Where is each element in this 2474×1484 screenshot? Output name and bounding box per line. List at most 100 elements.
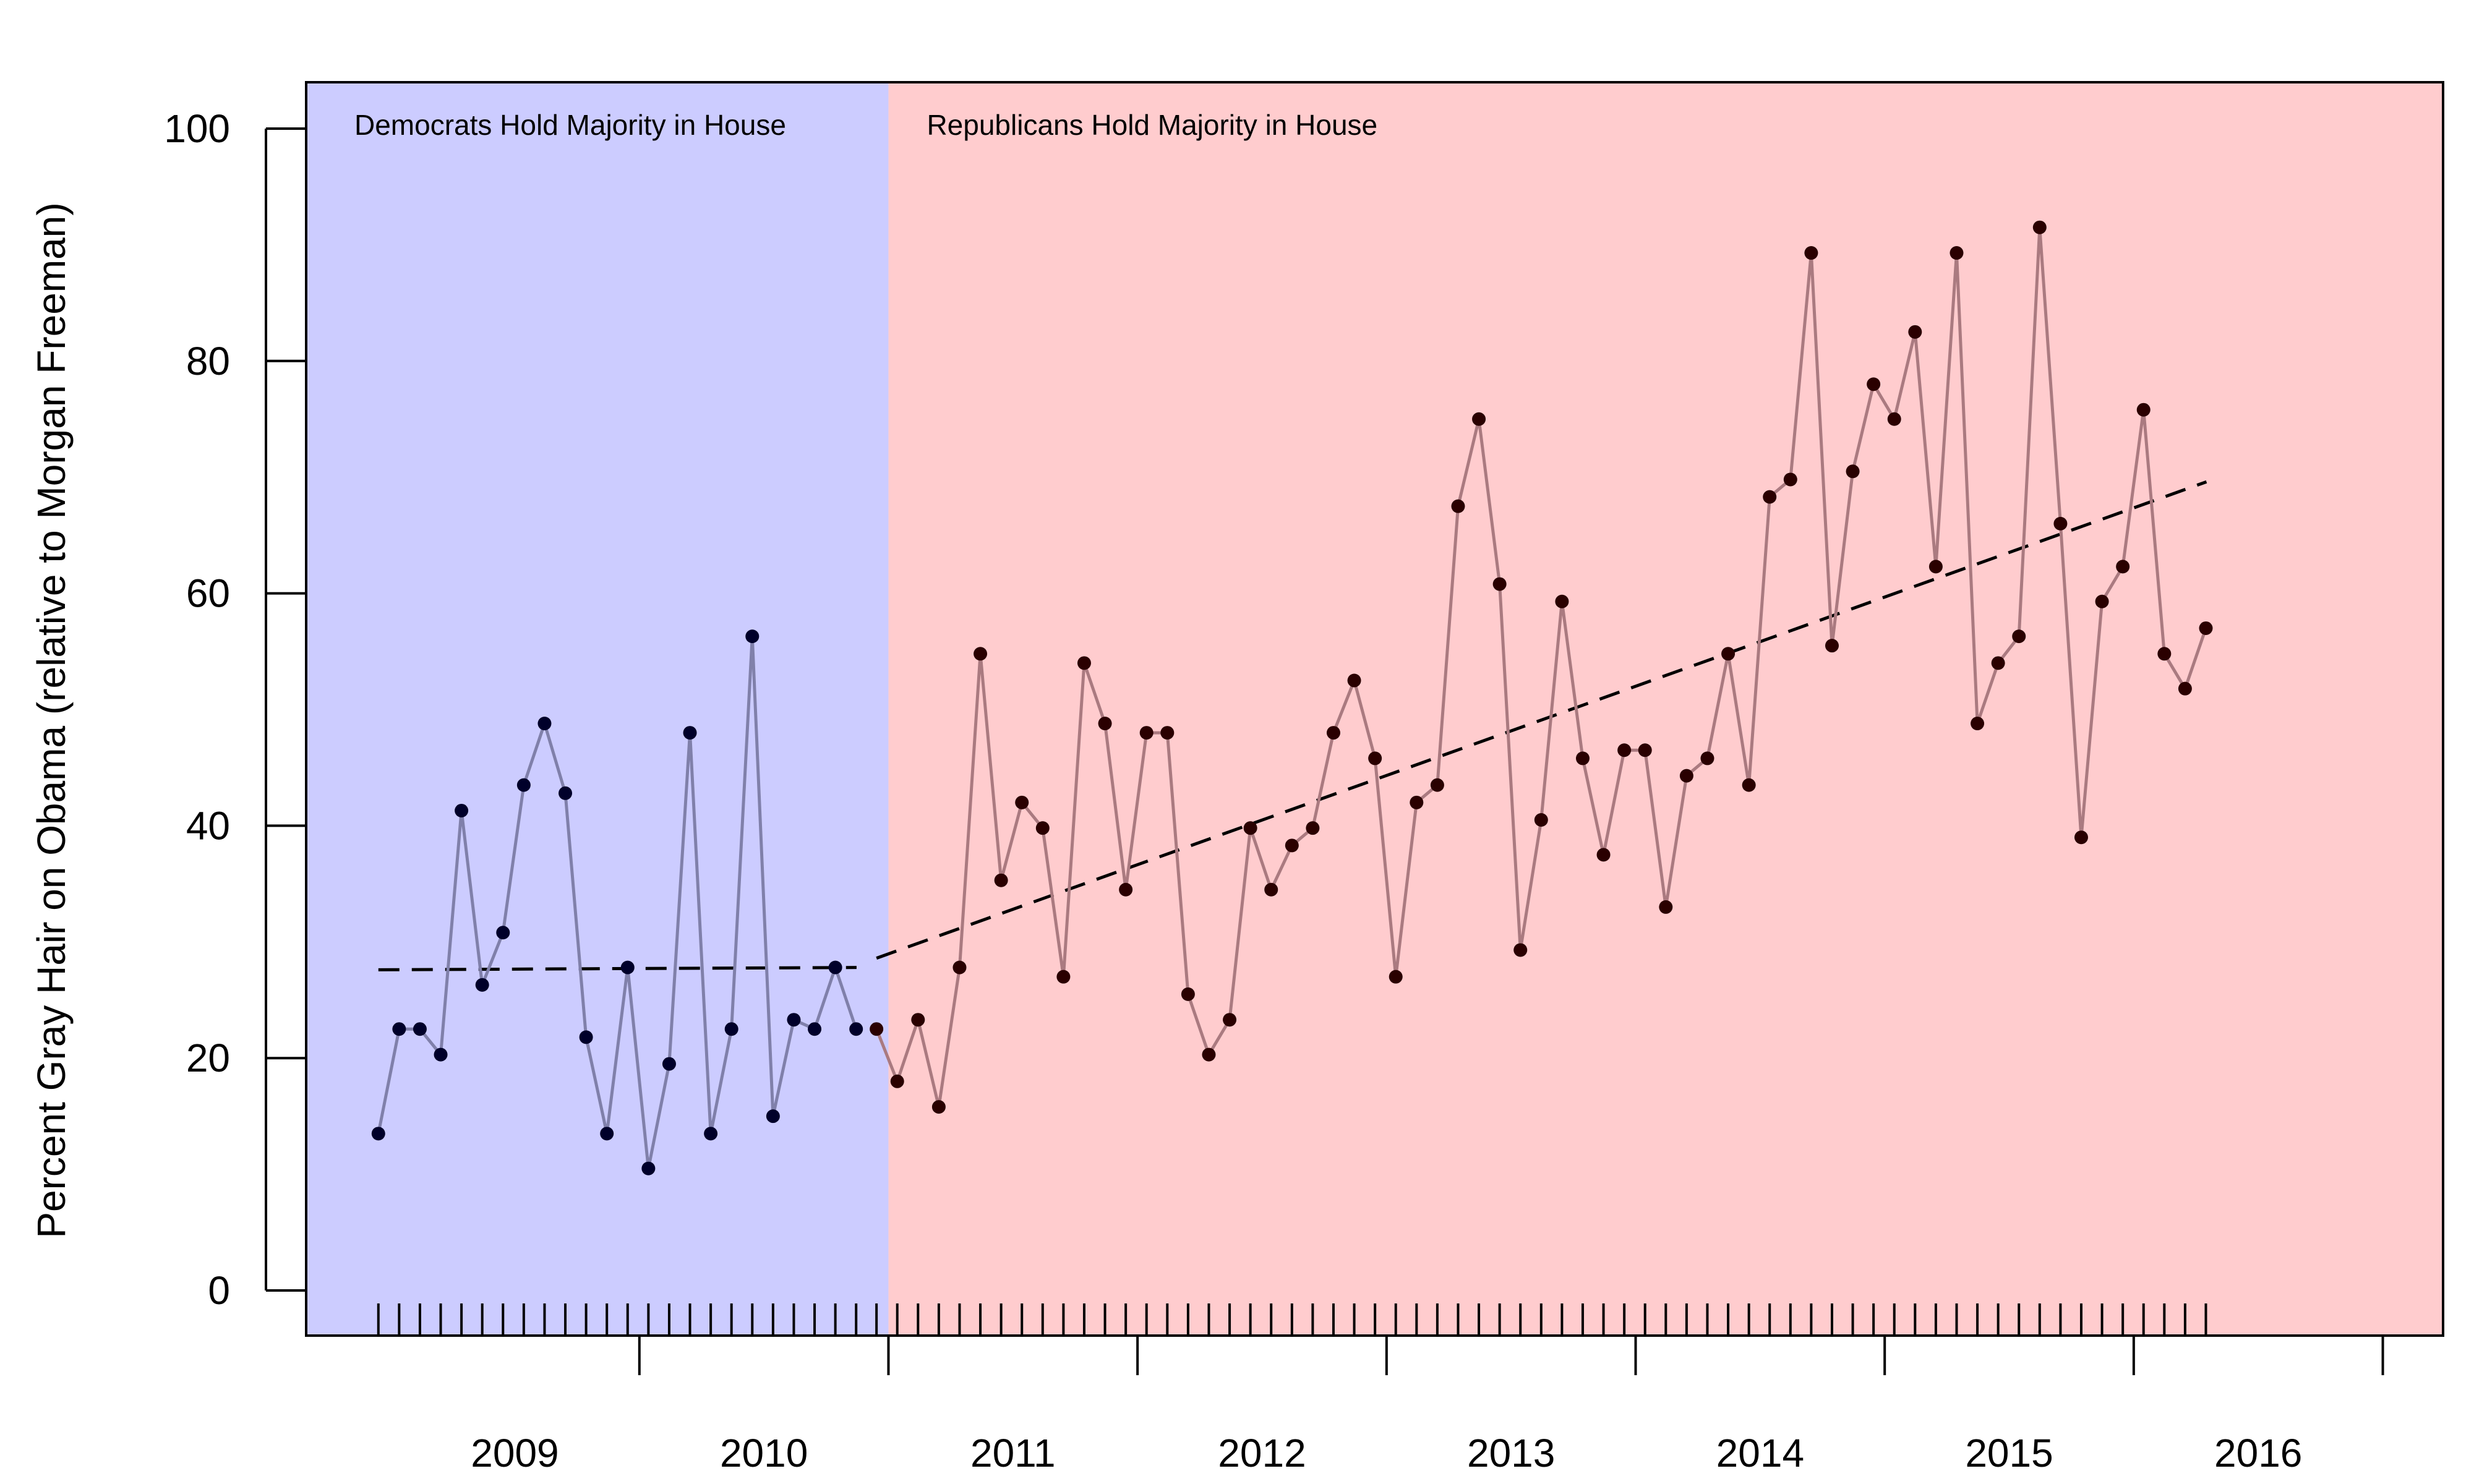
background-regions <box>306 82 2444 1336</box>
x-tick-label-2011: 2011 <box>970 1431 1056 1475</box>
region-labels: Democrats Hold Majority in House Republic… <box>354 109 1377 141</box>
data-point-democrat-17 <box>724 1022 738 1036</box>
data-point-republican-4 <box>952 960 967 974</box>
region-label-1: Republicans Hold Majority in House <box>927 109 1377 141</box>
y-tick-label-60: 60 <box>186 571 230 616</box>
data-point-republican-58 <box>2074 830 2088 845</box>
data-point-republican-20 <box>1285 838 1299 853</box>
data-point-republican-39 <box>1679 769 1693 783</box>
x-axis: 2009 2010 2011 2012 2013 2014 2015 2016 <box>471 1336 2384 1475</box>
data-point-republican-46 <box>1825 639 1839 653</box>
data-point-republican-48 <box>1867 377 1881 391</box>
data-point-republican-45 <box>1804 246 1818 260</box>
data-point-republican-41 <box>1721 647 1736 661</box>
data-point-republican-18 <box>1243 821 1257 835</box>
data-point-republican-10 <box>1077 656 1091 670</box>
data-point-republican-14 <box>1160 726 1175 740</box>
data-point-republican-24 <box>1368 751 1382 765</box>
y-axis-title: Percent Gray Hair on Obama (relative to … <box>29 202 74 1238</box>
data-point-democrat-9 <box>559 786 573 800</box>
data-point-republican-56 <box>2032 220 2047 234</box>
trend-lines <box>378 480 2207 971</box>
data-point-democrat-7 <box>516 778 531 792</box>
data-point-republican-0 <box>870 1022 884 1036</box>
data-point-democrat-8 <box>537 717 552 731</box>
data-point-republican-36 <box>1617 743 1632 757</box>
data-point-democrat-18 <box>745 629 760 644</box>
data-point-democrat-2 <box>413 1022 427 1036</box>
data-point-republican-42 <box>1742 778 1756 792</box>
data-point-democrat-21 <box>808 1022 822 1036</box>
x-tick-label-2016: 2016 <box>2214 1431 2302 1475</box>
data-point-republican-32 <box>1534 813 1548 827</box>
data-point-republican-37 <box>1638 743 1652 757</box>
y-tick-label-80: 80 <box>186 339 230 383</box>
data-point-republican-31 <box>1513 943 1528 957</box>
y-axis: 0 20 40 60 80 100 <box>164 106 306 1313</box>
data-point-republican-55 <box>2012 629 2026 644</box>
data-point-democrat-3 <box>434 1047 448 1062</box>
x-tick-label-2013: 2013 <box>1467 1431 1555 1475</box>
x-tick-label-2014: 2014 <box>1716 1431 1804 1475</box>
x-tick-label-2009: 2009 <box>471 1431 559 1475</box>
data-point-democrat-23 <box>849 1022 863 1036</box>
region-1 <box>888 82 2444 1336</box>
series-points <box>371 220 2213 1175</box>
data-point-democrat-0 <box>371 1127 385 1141</box>
trend-line-democrat <box>378 966 857 971</box>
data-point-republican-28 <box>1451 499 1465 513</box>
data-point-republican-12 <box>1119 882 1133 897</box>
data-point-republican-2 <box>911 1013 925 1027</box>
y-tick-label-0: 0 <box>208 1268 230 1313</box>
region-0 <box>306 82 889 1336</box>
data-point-democrat-13 <box>641 1161 656 1175</box>
data-point-republican-5 <box>974 647 988 661</box>
x-tick-label-2012: 2012 <box>1218 1431 1306 1475</box>
data-point-democrat-11 <box>600 1127 614 1141</box>
data-point-republican-16 <box>1202 1047 1216 1062</box>
data-point-democrat-12 <box>620 960 635 974</box>
data-point-republican-11 <box>1098 717 1112 731</box>
data-point-democrat-4 <box>455 803 469 817</box>
data-point-democrat-6 <box>496 926 510 940</box>
y-tick-label-40: 40 <box>186 803 230 848</box>
data-point-republican-63 <box>2178 681 2192 696</box>
data-point-republican-17 <box>1223 1013 1237 1027</box>
data-point-republican-25 <box>1389 970 1403 984</box>
data-point-democrat-1 <box>392 1022 406 1036</box>
data-point-democrat-19 <box>766 1109 780 1124</box>
data-point-republican-7 <box>1015 795 1029 809</box>
data-point-republican-26 <box>1410 795 1424 809</box>
region-label-0: Democrats Hold Majority in House <box>354 109 786 141</box>
data-point-republican-61 <box>2136 403 2151 417</box>
data-point-republican-13 <box>1139 726 1154 740</box>
data-point-republican-52 <box>1950 246 1964 260</box>
x-tick-label-2010: 2010 <box>720 1431 808 1475</box>
data-point-republican-23 <box>1347 673 1361 688</box>
data-point-republican-1 <box>890 1074 904 1088</box>
data-point-democrat-14 <box>662 1057 676 1071</box>
data-point-republican-49 <box>1887 412 1901 426</box>
data-point-republican-33 <box>1555 594 1569 608</box>
data-point-republican-19 <box>1264 882 1278 897</box>
trend-line-republican <box>876 480 2207 960</box>
data-point-democrat-5 <box>475 978 489 992</box>
data-point-republican-44 <box>1783 472 1797 487</box>
data-point-republican-6 <box>994 873 1008 887</box>
data-point-republican-38 <box>1659 900 1673 914</box>
data-point-republican-50 <box>1908 325 1922 339</box>
data-point-republican-53 <box>1971 717 1985 731</box>
data-point-democrat-22 <box>828 960 842 974</box>
y-tick-label-100: 100 <box>164 106 230 151</box>
data-point-republican-22 <box>1326 726 1340 740</box>
data-point-republican-27 <box>1430 778 1444 792</box>
data-point-democrat-16 <box>704 1127 718 1141</box>
data-point-democrat-20 <box>787 1013 801 1027</box>
plot-frame <box>305 81 2444 1337</box>
x-tick-label-2015: 2015 <box>1965 1431 2053 1475</box>
data-point-democrat-15 <box>683 726 697 740</box>
data-point-republican-29 <box>1472 412 1486 426</box>
data-point-republican-51 <box>1928 560 1943 574</box>
data-point-republican-8 <box>1035 821 1050 835</box>
